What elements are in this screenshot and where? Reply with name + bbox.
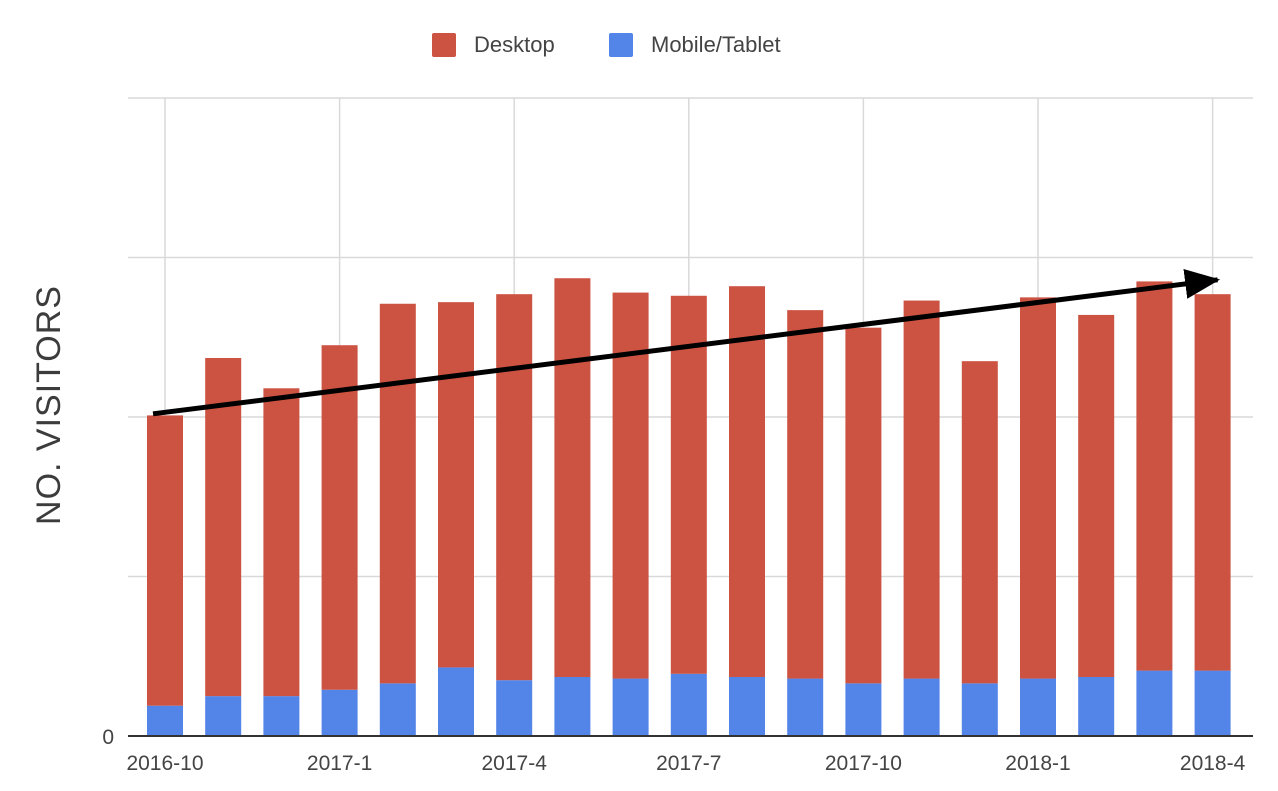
bar-desktop-2017-3 [438,302,474,668]
bar-desktop-2018-1 [1020,297,1056,679]
legend-label-mobile-tablet: Mobile/Tablet [651,32,781,57]
bar-mobile-tablet-2018-3 [1136,670,1173,736]
x-tick-label: 2018-4 [1180,752,1246,775]
legend: Desktop Mobile/Tablet [432,32,781,57]
bar-mobile-tablet-2017-6 [612,678,649,736]
x-tick-label: 2016-10 [126,752,203,775]
y-axis-label: NO. VISITORS [30,285,68,525]
legend-swatch-mobile-tablet [609,33,633,57]
x-tick-label: 2017-10 [825,752,902,775]
bar-desktop-2017-5 [554,278,591,677]
bar-desktop-2017-8 [729,286,765,677]
bar-mobile-tablet-2017-4 [496,680,533,736]
bar-mobile-tablet-2017-10 [845,683,882,736]
bar-mobile-tablet-2016-10 [147,705,183,736]
annotations [152,269,1221,417]
bar-desktop-2017-12 [961,361,998,684]
bar-desktop-2016-12 [263,388,300,697]
bar-desktop-2018-3 [1136,281,1173,671]
bar-desktop-2016-11 [205,357,242,697]
bar-mobile-tablet-2018-4 [1194,670,1231,736]
bar-desktop-2017-11 [903,300,940,679]
bar-desktop-2017-2 [379,303,416,684]
bar-mobile-tablet-2016-11 [205,696,242,736]
bar-mobile-tablet-2017-8 [729,676,765,736]
bar-desktop-2017-4 [496,294,533,681]
bar-desktop-2017-10 [845,327,882,684]
bar-mobile-tablet-2017-12 [961,683,998,736]
bar-mobile-tablet-2016-12 [263,696,300,736]
bar-desktop-2017-7 [670,295,707,674]
legend-label-desktop: Desktop [474,32,555,57]
bar-mobile-tablet-2017-7 [670,673,707,736]
bar-mobile-tablet-2017-3 [438,667,474,736]
bar-mobile-tablet-2018-1 [1020,678,1056,736]
trend-arrow [152,269,1221,417]
bar-desktop-2018-2 [1078,314,1115,677]
bar-mobile-tablet-2017-9 [787,678,824,736]
legend-swatch-desktop [432,33,456,57]
axes: 2016-10 2017-1 2017-4 2017-7 2017-10 2018-1 20… [30,285,1253,775]
x-tick-label: 2017-4 [482,752,548,775]
bar-desktop-2017-9 [787,310,824,679]
bar-desktop-2016-10 [147,415,183,706]
bar-mobile-tablet-2017-5 [554,676,591,736]
bars [147,278,1231,736]
bar-desktop-2017-1 [321,345,358,690]
bar-mobile-tablet-2017-2 [379,683,416,736]
y-tick-label: 0 [102,726,114,749]
bar-desktop-2018-4 [1194,294,1231,671]
x-tick-label: 2017-1 [307,752,372,775]
bar-mobile-tablet-2018-2 [1078,676,1115,736]
bar-mobile-tablet-2017-11 [903,678,940,736]
x-tick-label: 2017-7 [656,752,721,775]
bar-mobile-tablet-2017-1 [321,689,358,736]
x-tick-label: 2018-1 [1005,752,1070,775]
